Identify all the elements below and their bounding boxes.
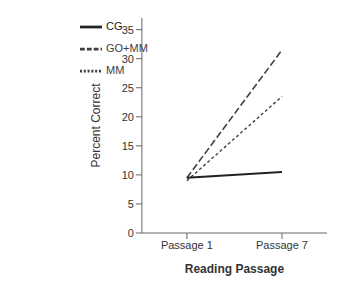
html-text:GO+MM: GO+MM (106, 41, 148, 54)
svg-text:Passage 7: Passage 7 (256, 239, 308, 251)
svg-text:0: 0 (128, 227, 134, 239)
svg-text:35: 35 (122, 24, 134, 36)
svg-text:10: 10 (122, 169, 134, 181)
svg-text:5: 5 (128, 198, 134, 210)
svg-text:30: 30 (122, 53, 134, 65)
svg-text:Reading Passage: Reading Passage (185, 262, 285, 276)
svg-text:25: 25 (122, 82, 134, 94)
svg-text:Percent Correct: Percent Correct (89, 83, 103, 168)
html-text:CG: CG (106, 19, 123, 32)
svg-text:15: 15 (122, 140, 134, 152)
html-text:MM: MM (106, 63, 125, 76)
svg-text:20: 20 (122, 111, 134, 123)
svg-text:Passage 1: Passage 1 (161, 239, 213, 251)
